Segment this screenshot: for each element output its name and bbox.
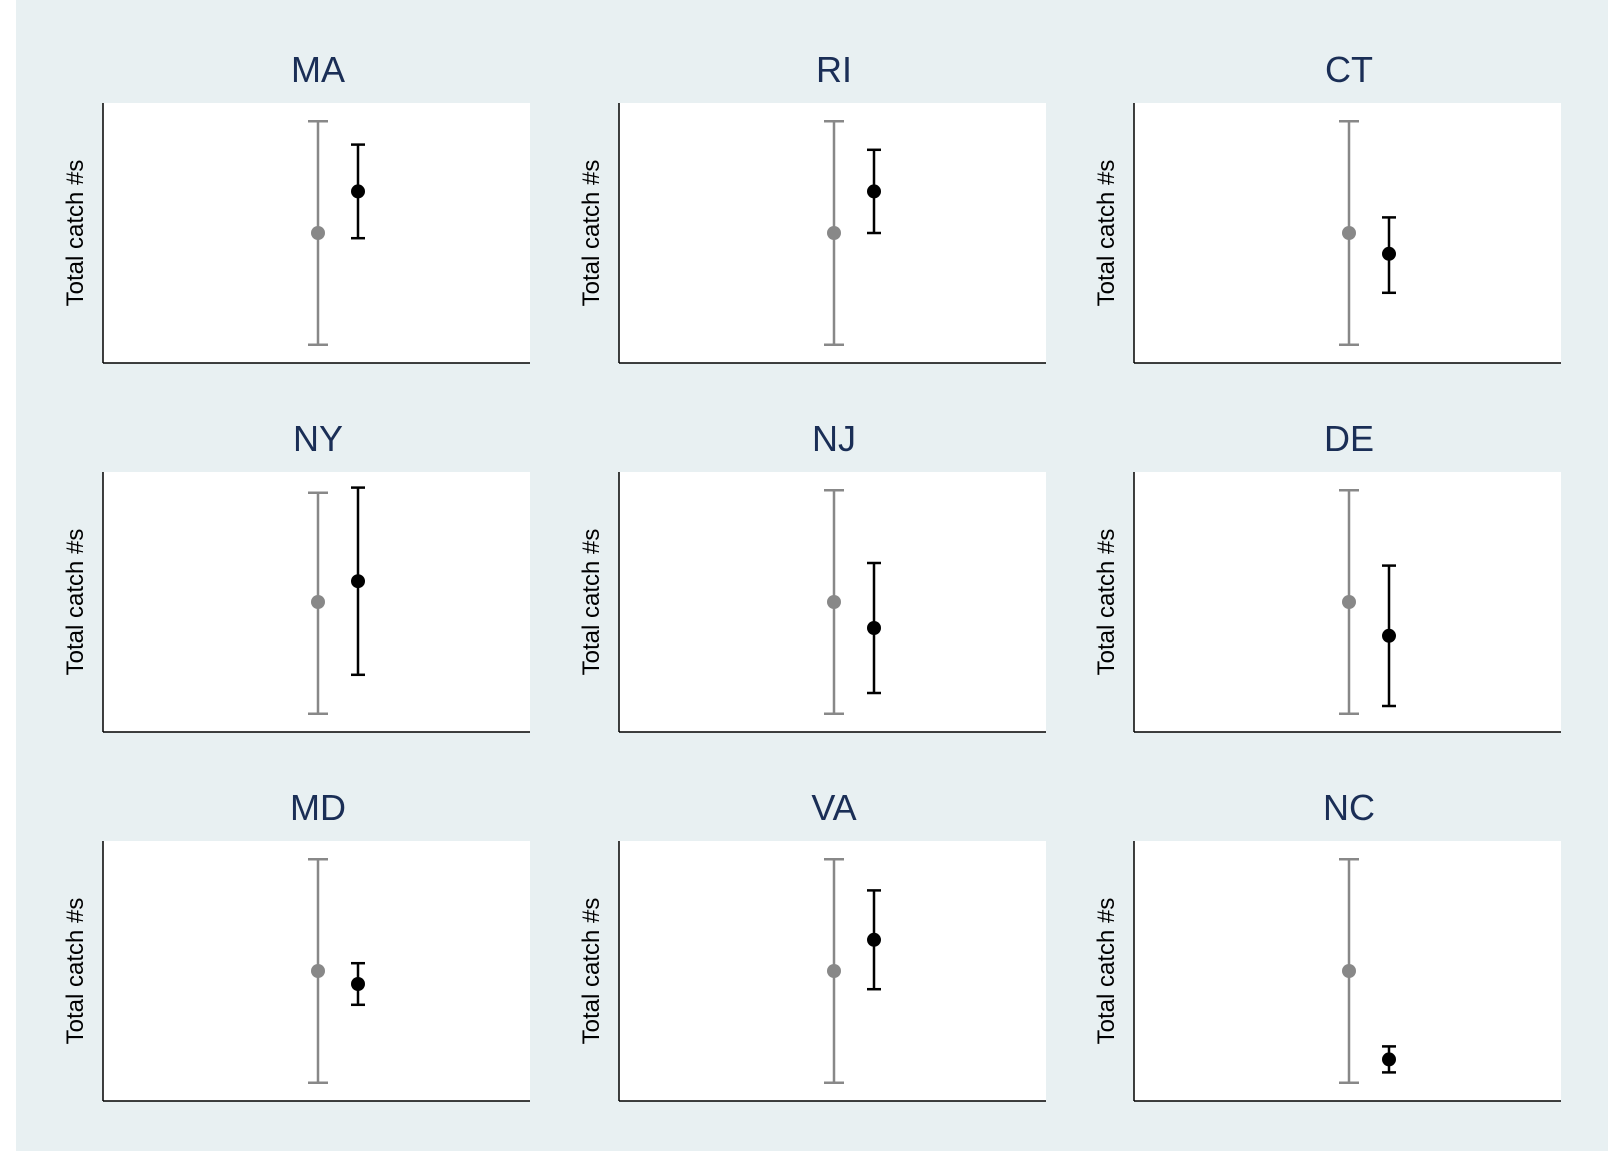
panel-title: NJ [812, 418, 856, 459]
y-axis-label: Total catch #s [1093, 898, 1120, 1045]
error-bar-series-1 [824, 857, 844, 1085]
error-bar-series-2 [1382, 564, 1396, 708]
panel-nj: NJ Total catch #s [578, 418, 1046, 733]
y-axis-label: Total catch #s [1093, 529, 1120, 676]
mean-point [867, 932, 881, 947]
panel-nc: NC Total catch #s [1093, 787, 1561, 1102]
panel-va: VA Total catch #s [578, 787, 1046, 1102]
panel-title: RI [816, 49, 852, 90]
y-axis-label: Total catch #s [578, 160, 605, 307]
error-bar-series-2 [867, 889, 881, 991]
panel-ny: NY Total catch #s [62, 418, 530, 733]
mean-point [827, 964, 841, 978]
error-bar-series-1 [824, 119, 844, 347]
panel-title: MA [291, 49, 345, 90]
mean-point [827, 595, 841, 609]
error-bar-series-1 [308, 857, 328, 1085]
y-axis-label: Total catch #s [62, 160, 89, 307]
error-bar-series-2 [1382, 1045, 1396, 1074]
error-bar-series-1 [1339, 119, 1359, 347]
mean-point [1342, 226, 1356, 240]
mean-point [311, 595, 325, 609]
error-bar-series-2 [1382, 216, 1396, 295]
y-axis-label: Total catch #s [578, 898, 605, 1045]
panel-title: CT [1325, 49, 1373, 90]
mean-point [1382, 246, 1396, 261]
y-axis-label: Total catch #s [578, 529, 605, 676]
mean-point [351, 574, 365, 589]
error-bar-series-2 [351, 486, 365, 677]
mean-point [351, 184, 365, 199]
panel-title: NY [293, 418, 343, 459]
panels: MA Total catch #s RI Total catch #s CT Total … [62, 49, 1561, 1102]
panel-ri: RI Total catch #s [578, 49, 1046, 364]
panel-title: VA [811, 787, 856, 828]
error-bar-series-2 [867, 561, 881, 695]
mean-point [1382, 628, 1396, 643]
mean-point [827, 226, 841, 240]
y-axis-label: Total catch #s [62, 529, 89, 676]
mean-point [1382, 1052, 1396, 1067]
panel-title: NC [1323, 787, 1375, 828]
error-bar-series-2 [351, 143, 365, 240]
error-bar-series-1 [1339, 857, 1359, 1085]
panel-title: DE [1324, 418, 1374, 459]
error-bar-series-2 [351, 961, 365, 1007]
mean-point [867, 184, 881, 199]
error-bar-series-2 [867, 148, 881, 235]
y-axis-label: Total catch #s [1093, 160, 1120, 307]
mean-point [311, 226, 325, 240]
panel-de: DE Total catch #s [1093, 418, 1561, 733]
mean-point [1342, 964, 1356, 978]
y-axis-label: Total catch #s [62, 898, 89, 1045]
error-bar-series-1 [824, 488, 844, 716]
panel-title: MD [290, 787, 346, 828]
mean-point [867, 621, 881, 635]
mean-point [351, 977, 365, 991]
mean-point [311, 964, 325, 978]
error-bar-series-1 [308, 491, 328, 716]
panel-md: MD Total catch #s [62, 787, 530, 1102]
panel-ct: CT Total catch #s [1093, 49, 1561, 364]
error-bar-series-1 [1339, 488, 1359, 716]
panel-ma: MA Total catch #s [62, 49, 530, 364]
error-bar-series-1 [308, 119, 328, 347]
mean-point [1342, 595, 1356, 609]
